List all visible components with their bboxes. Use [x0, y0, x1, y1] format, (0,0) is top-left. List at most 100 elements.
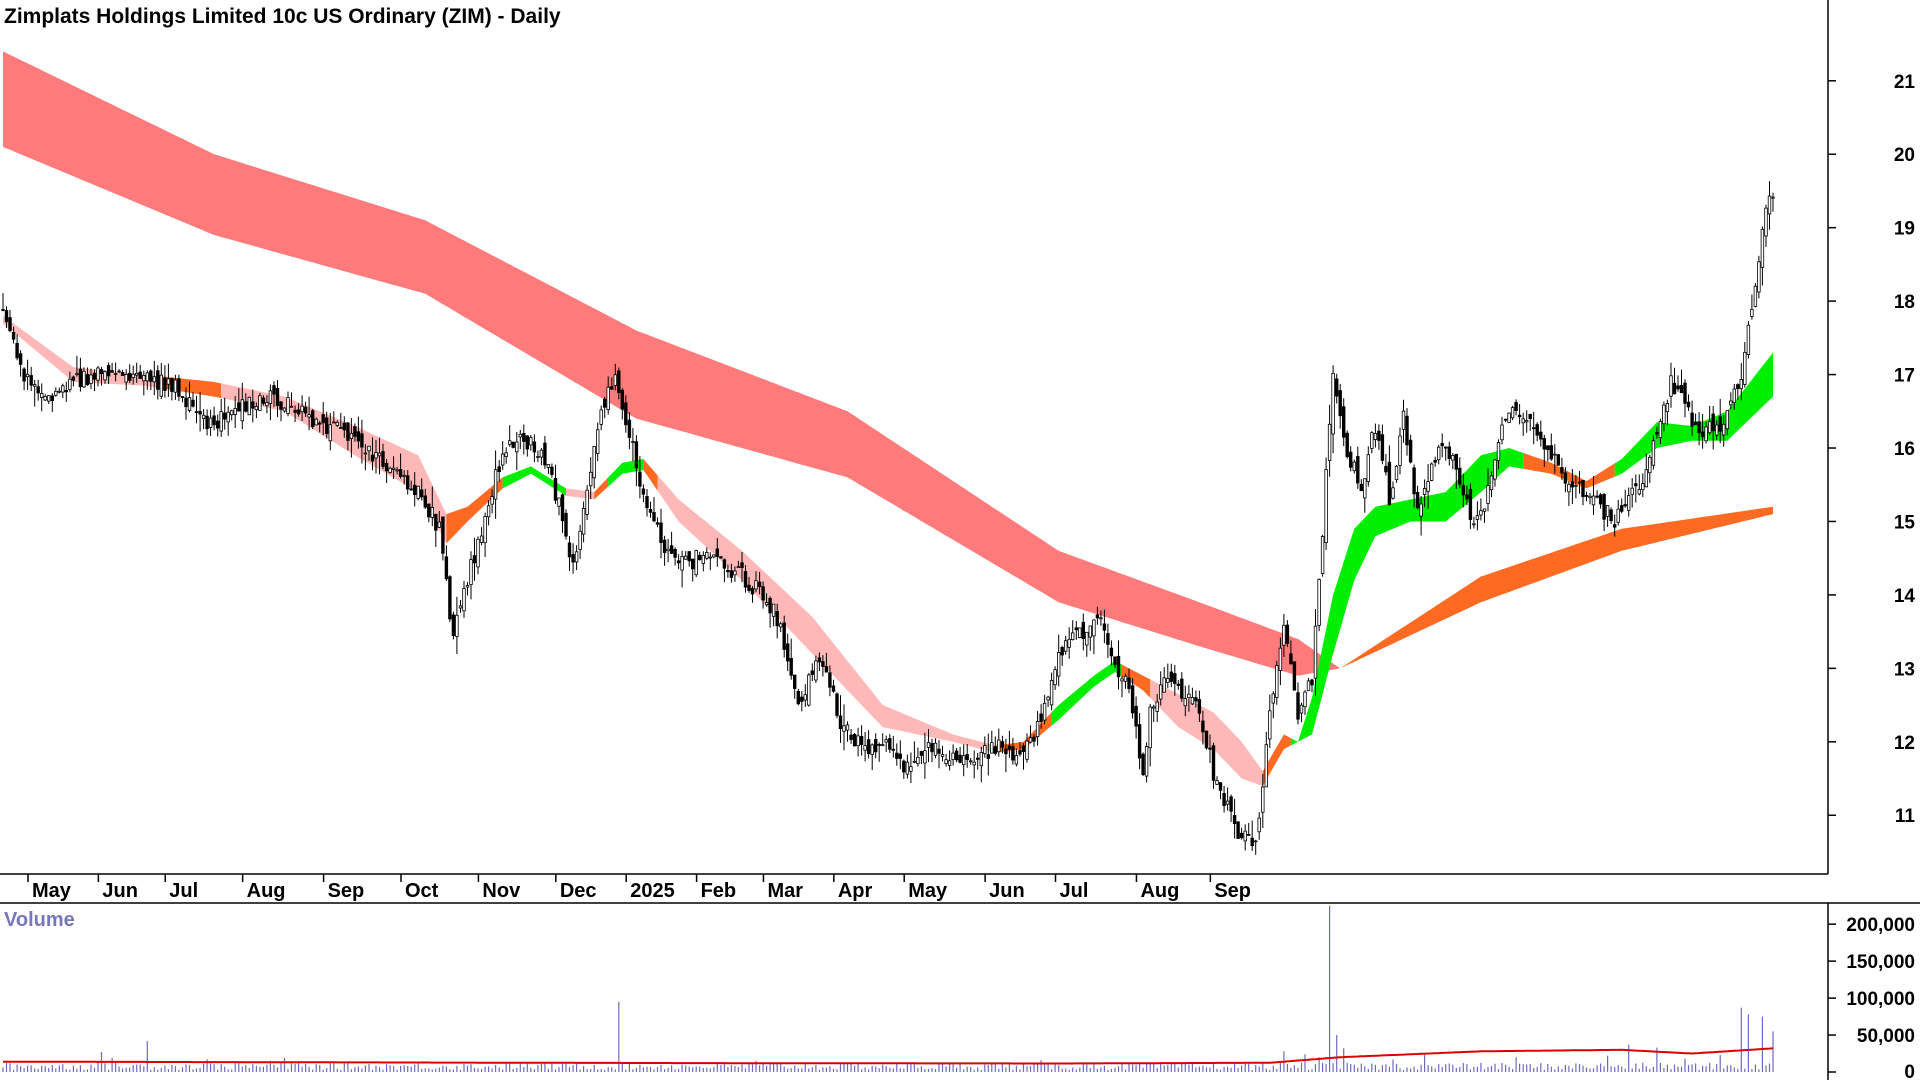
candle-body [807, 674, 811, 706]
candle-body [1394, 465, 1399, 481]
volume-title: Volume [4, 909, 75, 931]
candle-body [536, 456, 540, 458]
candle-body [75, 373, 79, 376]
candle-body [1306, 680, 1311, 692]
candle-body [1057, 652, 1061, 677]
candle-body [719, 556, 723, 559]
candle-body [870, 744, 874, 755]
candle-body [546, 464, 551, 468]
candle-body [684, 555, 688, 560]
candle-body [859, 736, 864, 746]
candle-body [852, 734, 857, 747]
candle-body [1496, 442, 1501, 462]
candle-body [166, 378, 171, 385]
candle-body [1032, 736, 1036, 742]
candle-body [370, 454, 375, 462]
candle-body [1123, 675, 1128, 682]
candle-body [891, 748, 895, 751]
candle-body [458, 605, 463, 609]
candle-body [1370, 432, 1374, 449]
candle-body [1053, 669, 1057, 686]
candle-body [1144, 746, 1149, 777]
short-band-transition [446, 477, 503, 544]
candle-body [237, 402, 241, 412]
candle-body [1243, 830, 1247, 842]
candle-body [976, 757, 980, 760]
candle-body [1433, 459, 1437, 463]
candle-body [1581, 479, 1585, 497]
candle-body [1577, 481, 1582, 484]
candle-body [409, 488, 413, 491]
candle-body [1074, 627, 1078, 631]
candle-body [1609, 509, 1613, 522]
candle-body [1722, 423, 1726, 436]
month-label: Feb [701, 880, 737, 902]
candle-body [184, 397, 188, 408]
candle-body [764, 602, 769, 606]
candle-body [120, 372, 125, 376]
candle-body [1746, 324, 1751, 356]
candle-body [1444, 446, 1448, 449]
candle-body [645, 496, 649, 509]
candle-body [1634, 483, 1638, 487]
candle-body [775, 611, 779, 627]
candle-body [1560, 467, 1564, 474]
candle-body [1176, 683, 1180, 686]
candle-body [1454, 453, 1458, 470]
candle-body [1359, 483, 1363, 492]
candle-body [50, 395, 54, 401]
candle-body [1419, 503, 1423, 517]
candle-body [1078, 627, 1082, 639]
candle-body [1085, 631, 1089, 646]
candle-body [863, 745, 867, 751]
candle-body [1194, 697, 1198, 702]
candle-body [1482, 508, 1487, 512]
candle-body [187, 397, 192, 411]
candle-body [1704, 426, 1708, 442]
candle-body [486, 505, 491, 518]
candle-body [750, 588, 755, 595]
candle-body [884, 739, 888, 743]
volume-ticks: 0 50,000 100,000 150,000 200,000 [1828, 915, 1915, 1080]
candlesticks [1, 181, 1775, 855]
candle-body [1750, 309, 1754, 317]
candle-body [1254, 840, 1258, 843]
candle-body [1440, 442, 1444, 447]
volume-tick-label: 50,000 [1857, 1026, 1915, 1047]
candle-body [25, 373, 30, 378]
candle-body [1546, 445, 1550, 451]
candle-body [1377, 430, 1381, 441]
candle-body [1141, 753, 1145, 776]
candle-body [1137, 724, 1142, 759]
candle-body [1669, 375, 1673, 397]
candle-body [1718, 416, 1722, 432]
month-label: May [32, 880, 72, 902]
candle-body [842, 725, 846, 732]
candle-body [1120, 678, 1124, 682]
price-tick-label: 13 [1894, 659, 1915, 680]
candle-body [743, 571, 748, 588]
candle-body [303, 406, 308, 414]
candle-body [754, 580, 758, 590]
month-label: Apr [838, 880, 873, 902]
candle-body [1373, 432, 1378, 440]
candle-body [497, 466, 501, 472]
candle-body [423, 495, 427, 508]
candle-body [159, 374, 163, 397]
candle-body [979, 752, 983, 767]
candle-body [655, 522, 660, 525]
candle-body [1018, 750, 1022, 755]
candle-body [1665, 402, 1670, 413]
candle-body [933, 742, 938, 756]
candle-body [529, 437, 533, 446]
candle-body [134, 372, 139, 376]
candle-body [550, 466, 554, 475]
candle-body [427, 503, 431, 518]
candle-body [282, 407, 287, 412]
candle-body [712, 554, 716, 558]
price-tick-label: 11 [1895, 806, 1916, 827]
candle-body [300, 405, 304, 413]
candle-body [793, 674, 797, 689]
candle-body [22, 368, 26, 382]
